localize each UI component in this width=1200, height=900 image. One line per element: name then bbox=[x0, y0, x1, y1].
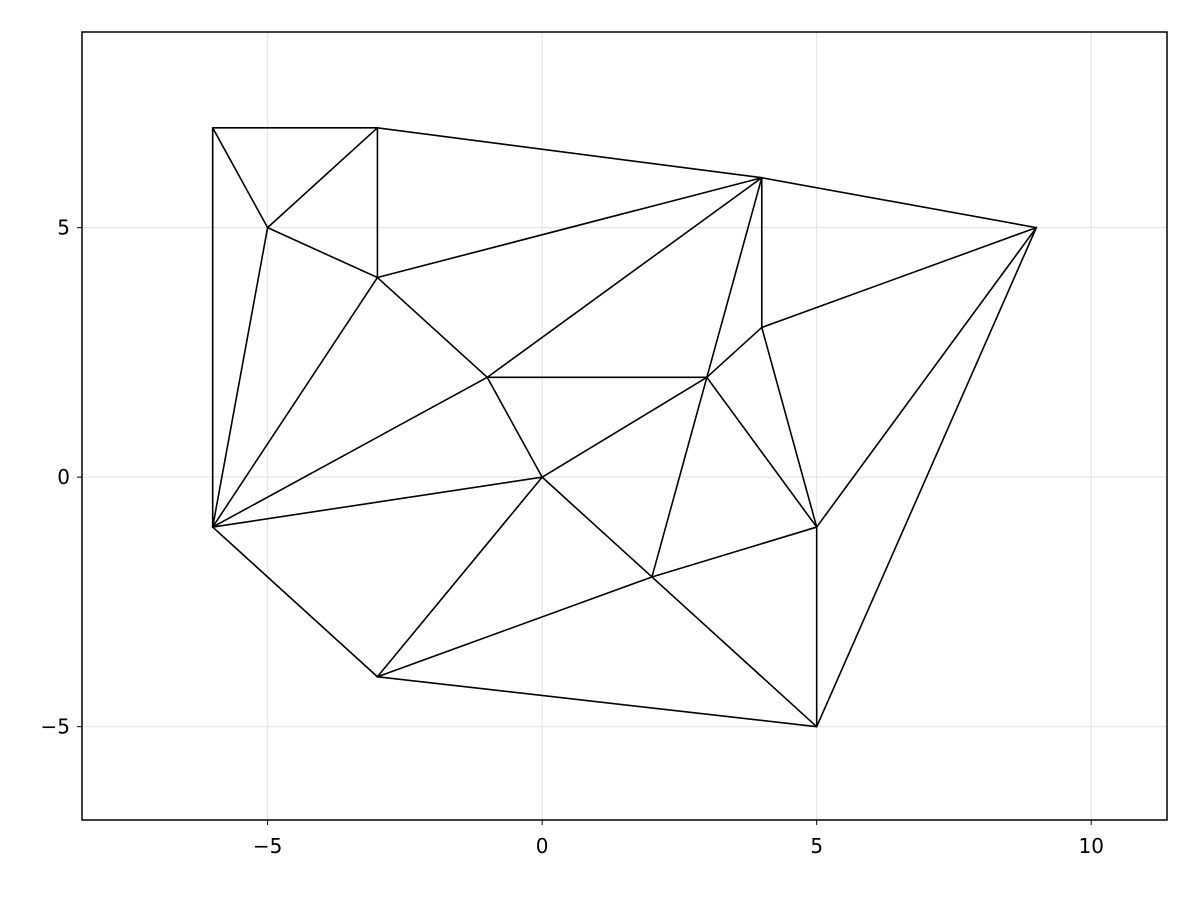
triangulation-edge bbox=[815, 226, 1038, 528]
triangulation-edge bbox=[376, 476, 543, 678]
ticks: −5 0 5 10 −5 0 5 bbox=[41, 216, 1104, 858]
triangulation-edges bbox=[211, 127, 1038, 728]
triangulation-edge bbox=[376, 176, 763, 279]
triangulation-edge bbox=[541, 376, 708, 478]
grid bbox=[82, 32, 1167, 820]
triangulation-edge bbox=[541, 476, 653, 578]
triangulation-edge bbox=[376, 127, 763, 179]
triangulation-edge bbox=[486, 176, 763, 379]
x-tick-label: −5 bbox=[253, 834, 282, 858]
triangulation-edge bbox=[376, 276, 489, 379]
triangulation-edge bbox=[706, 326, 763, 379]
y-tick-label: 0 bbox=[57, 465, 70, 489]
triangulation-edge bbox=[211, 127, 269, 229]
triangulation-edge bbox=[211, 226, 269, 528]
triangulation-edge bbox=[651, 526, 818, 578]
triangulation-edge bbox=[760, 326, 818, 528]
triangulation-edge bbox=[376, 675, 818, 728]
triangulation-edge bbox=[211, 376, 489, 528]
y-tick-label: 5 bbox=[57, 216, 70, 240]
triangulation-edge bbox=[376, 576, 653, 678]
axes-frame bbox=[81, 31, 1168, 821]
triangulation-edge bbox=[815, 226, 1038, 728]
x-tick-label: 5 bbox=[810, 834, 823, 858]
y-tick-label: −5 bbox=[41, 715, 70, 739]
triangulation-edge bbox=[266, 127, 379, 229]
triangulation-edge bbox=[266, 226, 379, 279]
x-tick-label: 10 bbox=[1078, 834, 1103, 858]
triangulation-edge bbox=[651, 376, 708, 578]
triangulation-edge bbox=[706, 176, 763, 379]
triangulation-edge bbox=[706, 376, 818, 528]
triangulation-edge bbox=[651, 576, 818, 728]
triangulation-edge bbox=[486, 376, 543, 478]
triangulation-edge bbox=[760, 226, 1038, 329]
triangulation-edge bbox=[760, 176, 1038, 229]
triangulation-edge bbox=[211, 476, 543, 528]
triangulation-edge bbox=[211, 526, 379, 678]
x-tick-label: 0 bbox=[536, 834, 549, 858]
triangulation-edge bbox=[211, 276, 379, 528]
